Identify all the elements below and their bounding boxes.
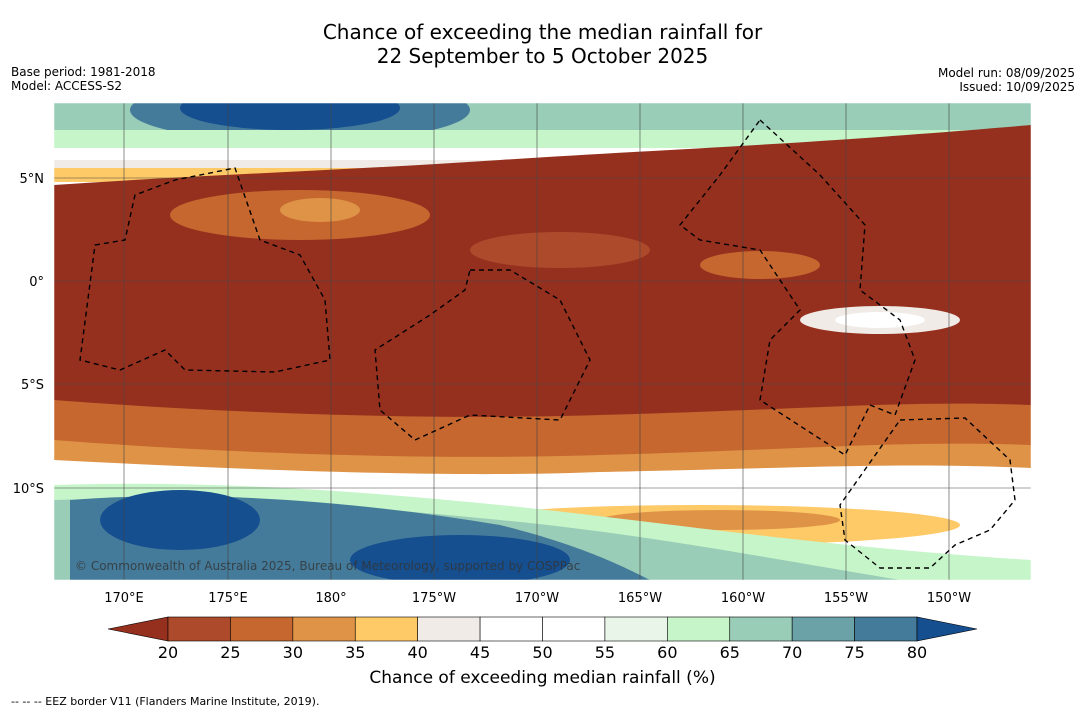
colorbar xyxy=(107,616,978,642)
eez-borders xyxy=(79,118,1016,569)
longitude-label: 165°W xyxy=(618,591,662,606)
longitude-label: 180° xyxy=(315,591,346,606)
colorbar-over-arrow xyxy=(916,616,978,642)
longitude-label: 170°W xyxy=(515,591,559,606)
colorbar-tick-label: 60 xyxy=(657,643,678,662)
south-darkblue-blob xyxy=(100,490,260,550)
colorbar-tick-label: 70 xyxy=(781,643,803,662)
latitude-label: 5°N xyxy=(20,172,45,187)
longitude-label: 150°W xyxy=(927,591,971,606)
issued-date: Issued: 10/09/2025 xyxy=(959,80,1075,94)
eez-footnote: -- -- -- EEZ border V11 (Flanders Marine… xyxy=(11,695,320,708)
longitude-label: 175°E xyxy=(208,591,248,606)
colorbar-tick-label: 80 xyxy=(906,643,928,662)
colorbar-swatch xyxy=(542,616,606,642)
colorbar-swatch xyxy=(667,616,731,642)
colorbar-swatch xyxy=(167,616,231,642)
colorbar-tick-label: 45 xyxy=(469,643,491,662)
colorbar-swatch xyxy=(604,616,668,642)
title-line-2: 22 September to 5 October 2025 xyxy=(376,44,709,68)
orange-patch xyxy=(470,232,650,268)
colorbar-tick-label: 30 xyxy=(282,643,304,662)
colorbar-swatch xyxy=(479,616,543,642)
base-period: Base period: 1981-2018 xyxy=(11,65,156,79)
map-plot-area xyxy=(54,103,1031,580)
colorbar-swatch xyxy=(417,616,481,642)
map-title: Chance of exceeding the median rainfall … xyxy=(0,20,1085,68)
latitude-label: 5°S xyxy=(21,378,44,393)
latitude-label: 0° xyxy=(29,275,44,290)
map-gridlines xyxy=(54,103,1031,580)
meta-right: Model run: 08/09/2025 Issued: 10/09/2025 xyxy=(938,66,1075,94)
colorbar-tick-label: 25 xyxy=(220,643,241,662)
colorbar-tick-label: 20 xyxy=(157,643,179,662)
colorbar-swatch xyxy=(729,616,793,642)
colorbar-tick-label: 65 xyxy=(719,643,740,662)
model-name: Model: ACCESS-S2 xyxy=(11,79,123,93)
longitude-label: 155°W xyxy=(824,591,868,606)
colorbar-swatch xyxy=(854,616,918,642)
longitude-label: 160°W xyxy=(721,591,765,606)
colorbar-tick-label: 50 xyxy=(532,643,553,662)
colorbar-swatch xyxy=(292,616,356,642)
colorbar-tick-label: 40 xyxy=(407,643,428,662)
colorbar-tick-label: 75 xyxy=(844,643,865,662)
longitude-label: 175°W xyxy=(412,591,456,606)
title-line-1: Chance of exceeding the median rainfall … xyxy=(322,20,763,44)
colorbar-tick-label: 55 xyxy=(594,643,616,662)
colorbar-swatch xyxy=(230,616,294,642)
longitude-label: 170°E xyxy=(104,591,144,606)
colorbar-label: Chance of exceeding median rainfall (%) xyxy=(369,668,716,688)
orange-patch xyxy=(700,251,820,279)
latitude-label: 10°S xyxy=(13,482,44,497)
copyright-text: © Commonwealth of Australia 2025, Bureau… xyxy=(75,559,580,573)
colorbar-under-arrow xyxy=(107,616,169,642)
colorbar-tick-label: 35 xyxy=(345,643,366,662)
model-run: Model run: 08/09/2025 xyxy=(937,66,1075,80)
meta-left: Base period: 1981-2018 Model: ACCESS-S2 xyxy=(11,65,156,93)
colorbar-swatch xyxy=(791,616,855,642)
latitude-labels: 5°N 0° 5°S 10°S xyxy=(13,172,44,497)
longitude-labels: 170°E 175°E 180° 175°W 170°W 165°W 160°W 155°W 1… xyxy=(104,591,971,606)
colorbar-swatch xyxy=(354,616,418,642)
orange-patch xyxy=(280,198,360,222)
north-darkblue-blob xyxy=(180,103,400,130)
south-darkblue-blob-2 xyxy=(350,535,570,580)
white-patch xyxy=(835,312,925,328)
